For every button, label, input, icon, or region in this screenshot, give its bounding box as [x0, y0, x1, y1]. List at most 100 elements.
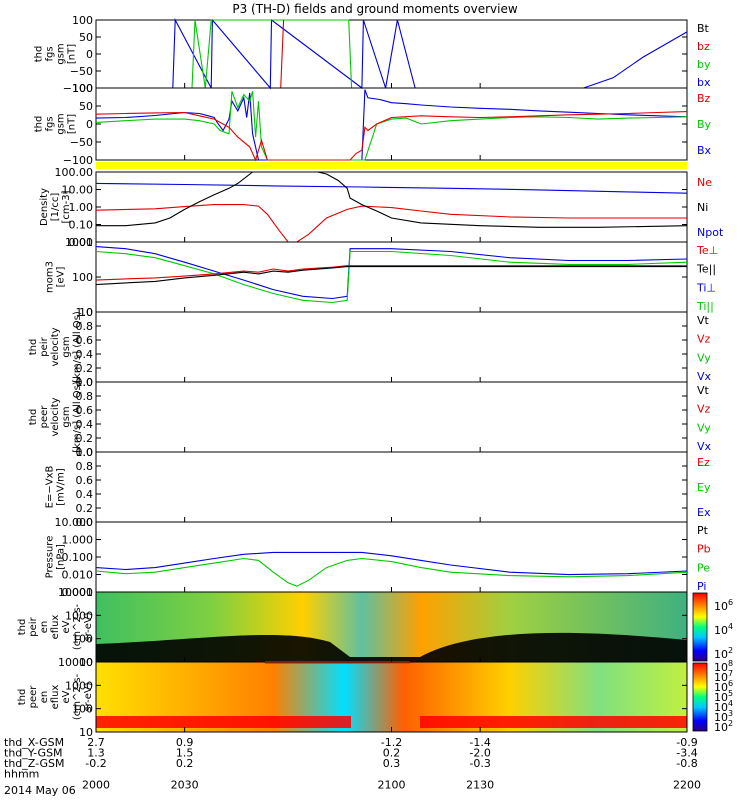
- y-axis-label-line: eflux: [50, 615, 61, 640]
- y-axis-label-line: (cm^2-s-: [72, 603, 83, 650]
- panel-fgl: 100 50 0 −50 −100 thdfgsgsm[nT] Bz By Bx: [34, 82, 712, 167]
- y-tick-label: 10: [79, 656, 93, 669]
- series-line-Bx: [95, 89, 688, 161]
- y-axis-label-line: [nT]: [67, 114, 78, 134]
- y-tick-label: 1000: [65, 609, 93, 622]
- legend-entry: Vt: [697, 314, 710, 327]
- y-tick-label: 10: [79, 306, 93, 319]
- legend-entry: bz: [697, 40, 710, 53]
- y-tick-label: 10000: [58, 656, 93, 669]
- panel-fgs: 100 50 0 −50 −100 thdfgsgsm[nT] Bt bz by bx: [34, 14, 711, 95]
- y-axis-label: thdfgsgsm[nT]: [34, 113, 78, 134]
- y-tick-label: 0.4: [76, 488, 94, 501]
- y-axis-label-line: sr-eV): [83, 612, 94, 641]
- colorbar-tick-exponent: 4: [728, 622, 733, 631]
- y-axis-label-line: thd: [28, 339, 39, 356]
- y-axis-label: thdpeerenefluxeV(cm^2-s-sr-eV): [17, 673, 94, 720]
- y-tick-label: 0.2: [76, 432, 94, 445]
- legend-entry: Vy: [697, 351, 711, 364]
- y-axis-label-line: gsm: [61, 406, 72, 427]
- series-line-Te||: [95, 266, 687, 286]
- y-tick-label: 0.2: [76, 362, 94, 375]
- panel-frame: [95, 521, 688, 593]
- y-tick-label: 1.0: [76, 446, 94, 459]
- x-row-label: thd_X-GSM: [4, 736, 64, 749]
- y-axis-label-line: [km/s] (All Qs): [72, 311, 83, 383]
- x-time-tick-label: 2030: [171, 779, 199, 792]
- colorbar-tick-exponent: 2: [728, 646, 733, 655]
- y-axis-label-line: [nT]: [67, 44, 78, 64]
- y-tick-label: 50: [79, 31, 93, 44]
- legend-entry: Ni: [697, 201, 708, 214]
- y-axis-label-line: eflux: [50, 685, 61, 710]
- x-ephemeris-value: -0.8: [676, 757, 697, 770]
- legend-entry: Ex: [697, 506, 711, 519]
- legend-entry: Vz: [697, 403, 711, 416]
- panel-frame: [95, 241, 688, 313]
- panel-frame: [95, 451, 688, 523]
- legend-entry: Ez: [697, 456, 710, 469]
- y-tick-label: 0.6: [76, 404, 94, 417]
- y-axis-label-line: gsm: [56, 113, 67, 134]
- y-tick-label: 10: [79, 726, 93, 739]
- colorbar-scale: [692, 662, 708, 732]
- series-line-Pe: [95, 557, 688, 587]
- y-tick-label: 1000: [65, 679, 93, 692]
- y-axis-label-line: [km/s] (All Qs): [72, 381, 83, 453]
- y-axis-label-line: [cm-3]: [61, 190, 72, 223]
- y-tick-label: 100: [72, 271, 93, 284]
- y-tick-label: 0.0: [76, 516, 94, 529]
- y-axis-label-line: fgs: [45, 116, 56, 131]
- y-tick-label: 100: [72, 82, 93, 95]
- spectrogram-low-energy-band: [96, 716, 351, 728]
- colorbar-tick-exponent: 7: [728, 669, 733, 678]
- legend-entry: Vz: [697, 333, 711, 346]
- colorbar-tick-exponent: 6: [728, 679, 733, 688]
- y-tick-label: 10000: [58, 586, 93, 599]
- y-axis-label: E=−VxB[mV/m]: [45, 466, 67, 509]
- y-axis-label-line: thd: [17, 619, 28, 636]
- series-line-Ni: [96, 171, 688, 228]
- series-line-Ne: [95, 204, 687, 243]
- x-ephemeris-value: -0.9: [676, 736, 697, 749]
- legend-entry: Vx: [697, 440, 712, 453]
- y-axis-label-line: Density: [39, 188, 50, 226]
- y-axis-label: thdpeervelocitygsm[km/s] (All Qs): [28, 381, 83, 453]
- y-axis-label: thdfgsgsm[nT]: [34, 43, 78, 64]
- series-line-Ti||: [95, 250, 688, 304]
- x-ephemeris-value: 1.5: [176, 747, 194, 760]
- series-line-Pi: [95, 551, 688, 576]
- x-ephemeris-value: -2.0: [469, 747, 490, 760]
- y-axis-label: thdpeirenefluxeV(cm^2-s-sr-eV): [17, 603, 94, 650]
- legend-entry: Bt: [697, 22, 710, 35]
- y-axis-label-line: thd: [28, 409, 39, 426]
- x-ephemeris-value: 0.2: [176, 757, 194, 770]
- legend-entry: Te||: [696, 263, 716, 276]
- x-time-tick-label: 2200: [673, 779, 701, 792]
- colorbar-tick-exponent: 4: [728, 699, 733, 708]
- panel-peer-vel: 1.00.80.60.40.20.0thdpeervelocitygsm[km/…: [28, 376, 712, 459]
- y-tick-label: −50: [70, 136, 93, 149]
- series-line-By: [95, 91, 688, 161]
- legend-entry: Npot: [697, 226, 724, 239]
- y-tick-label: 100: [72, 703, 93, 716]
- y-tick-label: 10.000: [55, 516, 94, 529]
- legend-entry: Vt: [697, 384, 710, 397]
- y-tick-label: 1000: [65, 236, 93, 249]
- series-line-Te⊥: [95, 265, 687, 281]
- colorbar-scale: [692, 592, 708, 662]
- series-line-bz: [280, 19, 285, 89]
- x-ephemeris-value: 0.2: [383, 747, 401, 760]
- y-tick-label: 100: [72, 14, 93, 27]
- series-line-Ti⊥: [95, 246, 688, 300]
- y-tick-label: 1.000: [62, 534, 94, 547]
- legend-entry: Vy: [697, 421, 711, 434]
- panels: 100500−50−100thdfgsgsm[nT]Btbzbybx100500…: [17, 14, 733, 739]
- legend-entry: Te⊥: [696, 244, 718, 257]
- y-axis-label-line: peer: [28, 685, 39, 709]
- legend-entry: Pb: [697, 543, 711, 556]
- y-tick-label: 0.10: [69, 219, 94, 232]
